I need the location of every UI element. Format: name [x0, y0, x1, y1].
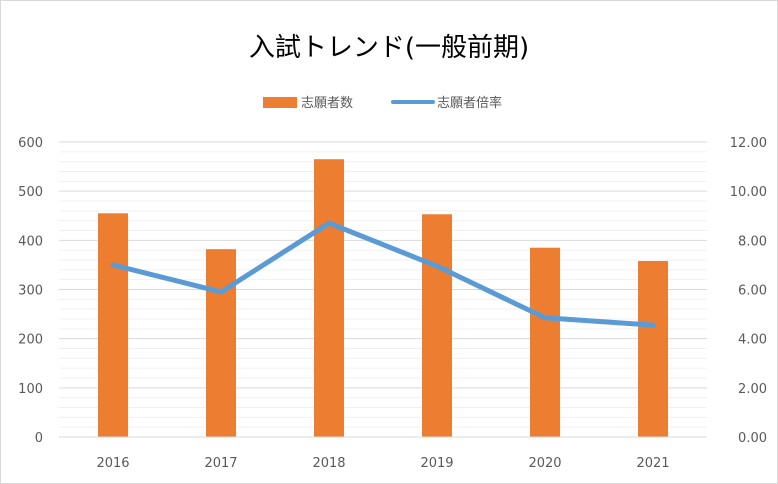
bar	[530, 247, 560, 437]
right-tick-label: 4.00	[738, 333, 767, 348]
right-axis-ticks: 0.00 2.00 4.00 6.00 8.00 10.00 12.00	[730, 136, 767, 446]
x-tick-label: 2020	[528, 456, 561, 471]
bar	[638, 260, 668, 437]
line-path	[110, 220, 656, 328]
x-tick-label: 2021	[636, 456, 669, 471]
x-tick-label: 2019	[420, 456, 453, 471]
x-tick-label: 2018	[312, 456, 345, 471]
legend-label-line: 志願者倍率	[437, 95, 502, 111]
right-tick-label: 12.00	[730, 136, 767, 151]
bar	[206, 249, 236, 437]
left-axis-ticks: 0 100 200 300 400 500 600	[18, 136, 43, 446]
x-axis-ticks: 2016 2017 2018 2019 2020 2021	[96, 456, 669, 471]
line-series	[110, 220, 656, 328]
right-tick-label: 8.00	[738, 234, 767, 249]
left-tick-label: 600	[18, 136, 43, 151]
x-tick-label: 2016	[96, 456, 129, 471]
right-tick-label: 6.00	[738, 284, 767, 299]
bar	[422, 214, 452, 437]
right-tick-label: 2.00	[738, 382, 767, 397]
legend-label-bar: 志願者数	[301, 96, 353, 111]
chart-title: 入試トレンド(一般前期)	[249, 33, 529, 63]
bar	[98, 213, 128, 437]
bar-series	[98, 159, 668, 438]
left-tick-label: 200	[18, 333, 43, 348]
x-tick-label: 2017	[204, 456, 237, 471]
left-tick-label: 300	[18, 284, 43, 299]
left-tick-label: 0	[35, 431, 43, 446]
left-tick-label: 100	[18, 382, 43, 397]
legend-swatch-bar	[263, 97, 297, 108]
right-tick-label: 10.00	[730, 185, 767, 200]
right-tick-label: 0.00	[738, 431, 767, 446]
legend: 志願者数 志願者倍率	[263, 95, 502, 111]
bar	[314, 159, 344, 438]
left-tick-label: 500	[18, 185, 43, 200]
left-tick-label: 400	[18, 234, 43, 249]
gridlines	[59, 141, 707, 428]
